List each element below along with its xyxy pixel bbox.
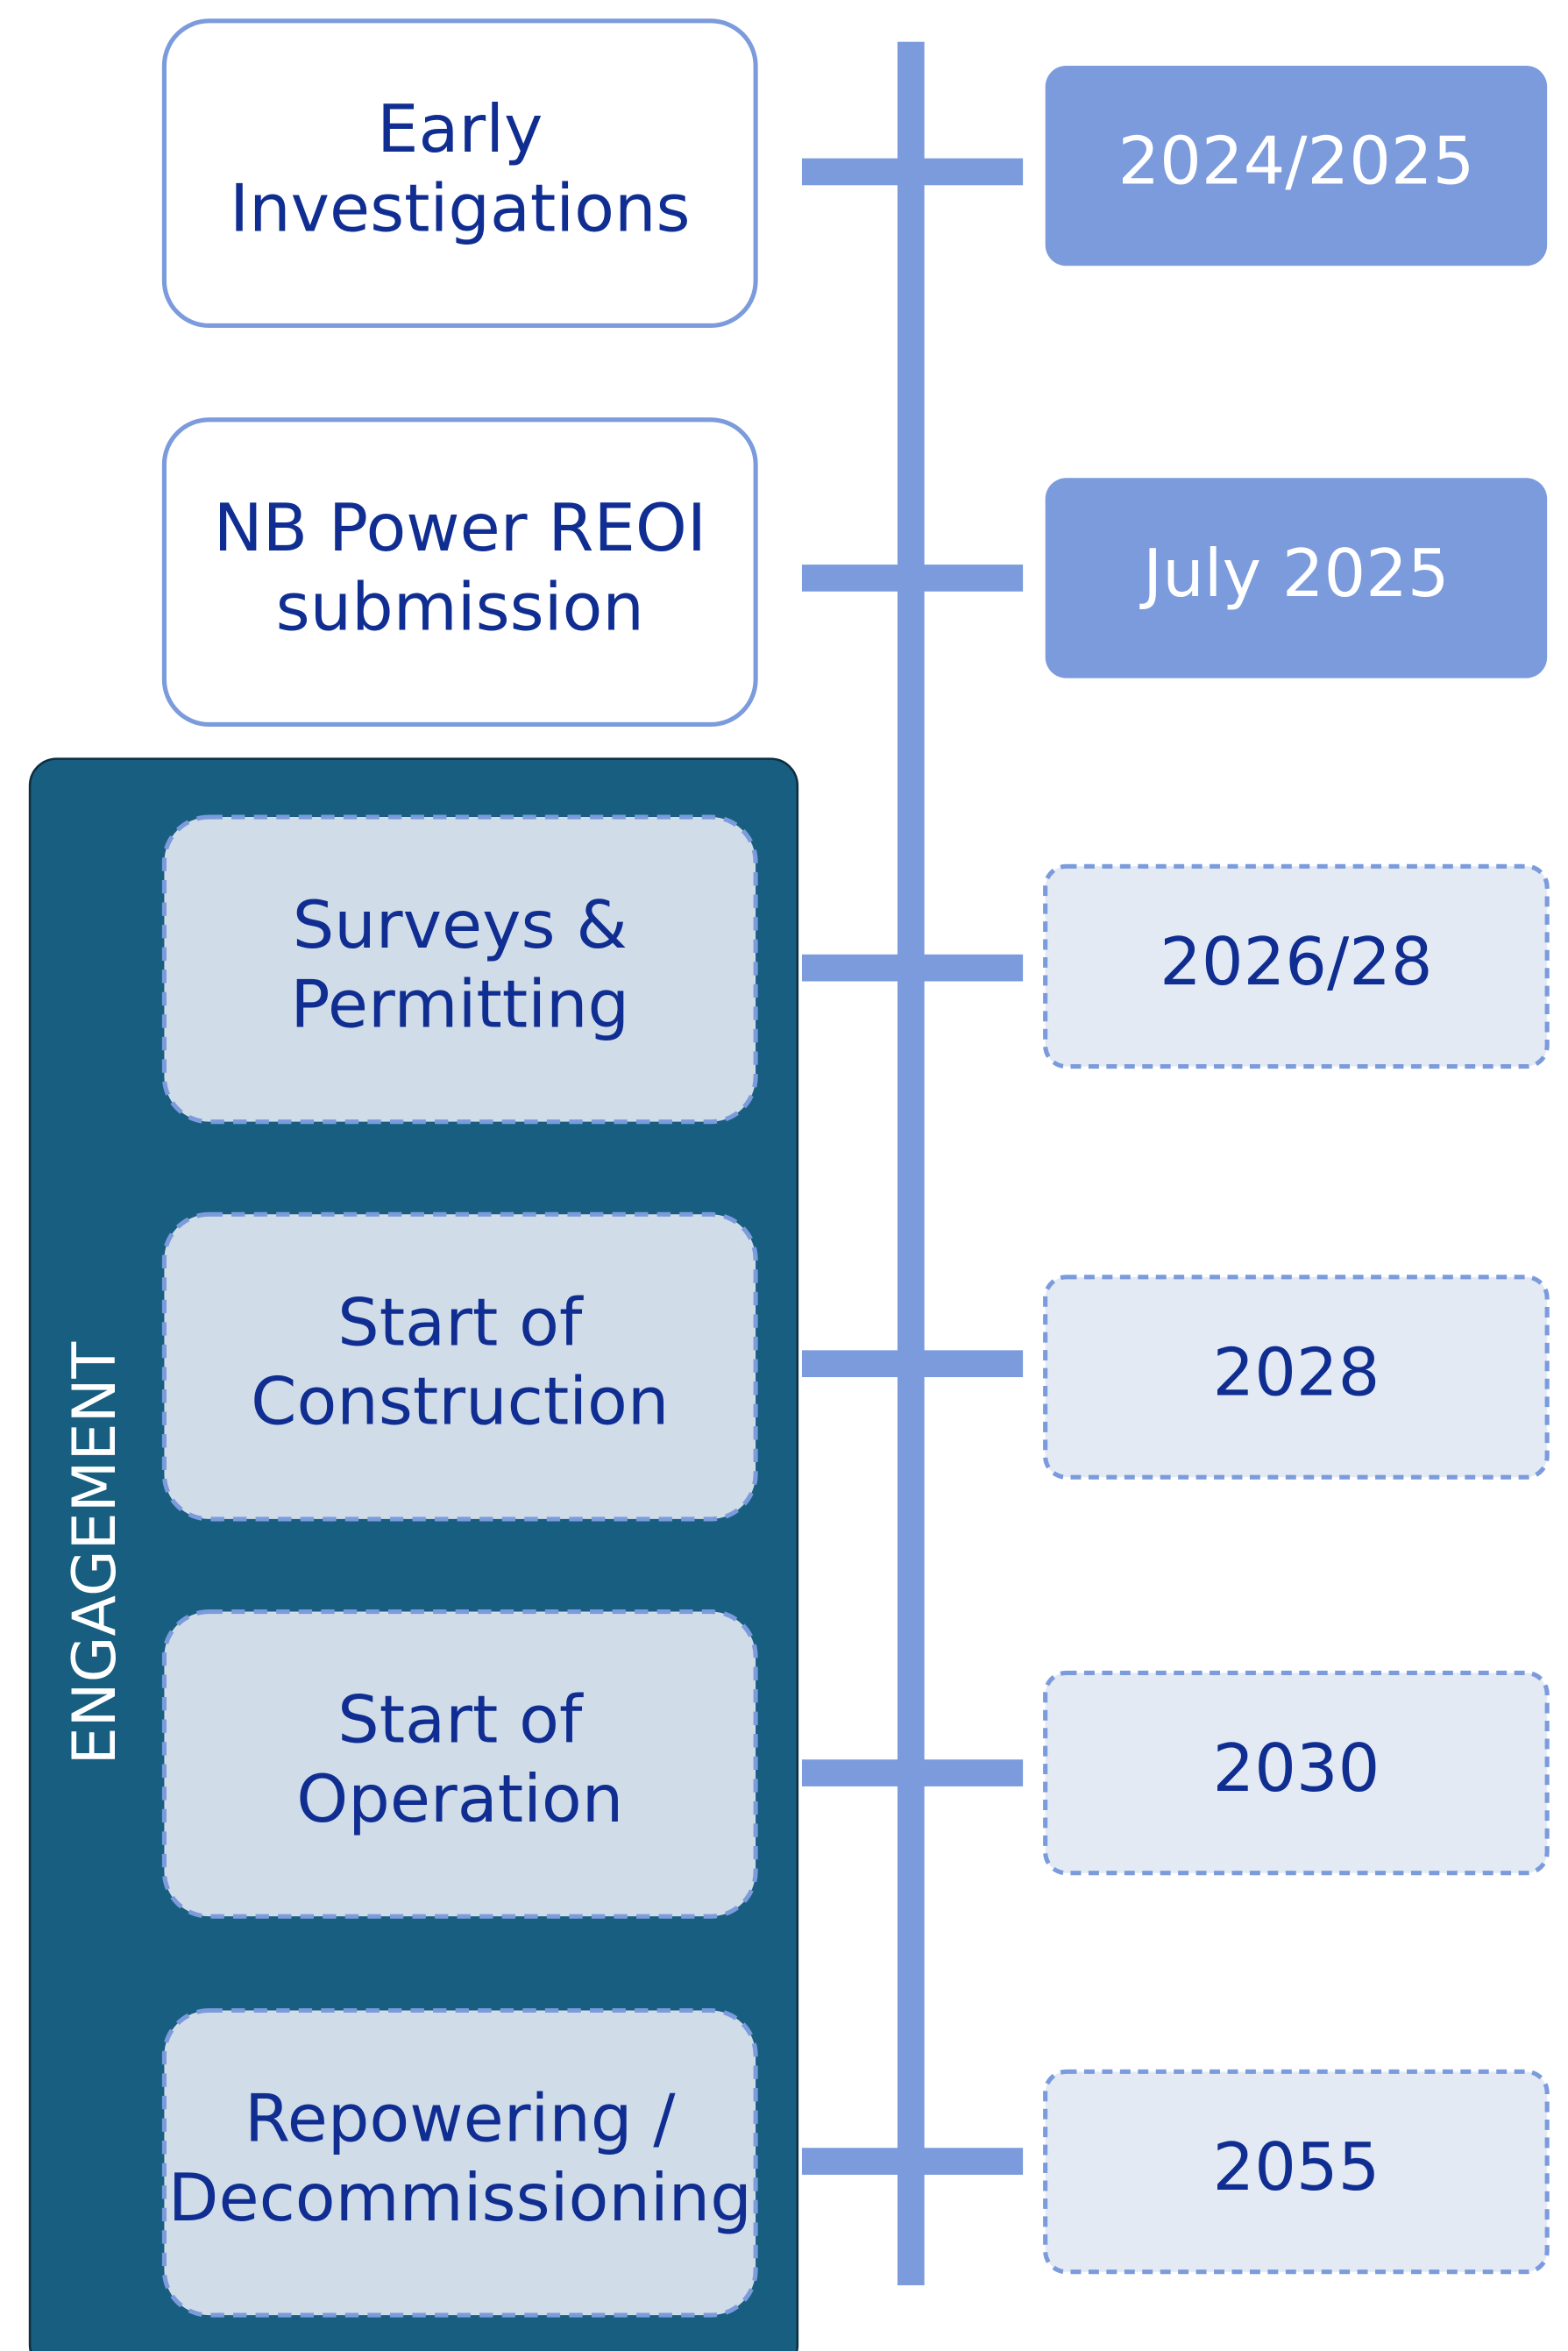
connector [801, 1350, 1024, 1378]
engagement-label: ENGAGEMENT [60, 1341, 130, 1765]
connector [801, 954, 1024, 982]
date-box [1043, 1670, 1550, 1876]
stage-box [161, 417, 758, 727]
date-box [1043, 863, 1550, 1069]
stage-box [161, 1211, 758, 1522]
connector [801, 565, 1024, 592]
stage-label: Early [377, 90, 543, 167]
stage-label: Decommissioning [168, 2159, 752, 2236]
stage-label: submission [276, 568, 644, 645]
connector [801, 158, 1024, 186]
date-label: 2030 [1213, 1730, 1380, 1807]
stage-label: Investigations [230, 169, 691, 246]
timeline-axis [897, 41, 925, 2286]
stage-label: Start of [337, 1681, 584, 1758]
date-box [1043, 1275, 1550, 1480]
date-label: 2026/28 [1160, 923, 1432, 1000]
date-label: 2028 [1213, 1334, 1380, 1411]
stage-label: Surveys & [293, 886, 628, 963]
stage-box [161, 1609, 758, 1919]
date-label: July 2025 [1139, 535, 1449, 612]
stage-label: Operation [296, 1760, 623, 1837]
engagement-panel [28, 757, 799, 2351]
stage-label: NB Power REOI [214, 489, 706, 566]
date-box [1045, 478, 1548, 678]
date-label: 2055 [1213, 2128, 1380, 2205]
stage-box [161, 814, 758, 1125]
connector [801, 1759, 1024, 1786]
stage-label: Start of [337, 1283, 584, 1360]
date-box [1043, 2069, 1550, 2275]
stage-box [161, 2007, 758, 2318]
stage-box [161, 18, 758, 329]
stage-label: Repowering / [245, 2080, 676, 2157]
date-label: 2024/2025 [1117, 123, 1474, 200]
stage-label: Permitting [290, 966, 629, 1043]
stage-label: Construction [251, 1363, 669, 1440]
connector [801, 2148, 1024, 2175]
date-box [1045, 65, 1548, 266]
